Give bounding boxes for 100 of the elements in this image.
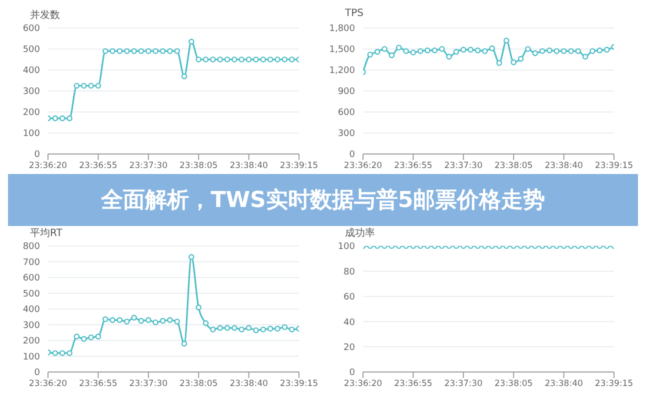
x-tick-label: 23:38:05 — [180, 161, 218, 172]
point — [432, 48, 438, 54]
y-tick-label: 300 — [22, 87, 40, 98]
point — [124, 48, 130, 54]
point — [453, 48, 460, 55]
point — [560, 48, 567, 54]
point — [196, 304, 202, 310]
point — [174, 318, 180, 324]
point — [504, 38, 510, 44]
y-tick-label: 900 — [338, 87, 356, 98]
point — [138, 48, 144, 54]
x-tick-label: 23:39:15 — [594, 379, 634, 390]
point — [554, 48, 560, 54]
point — [102, 48, 108, 54]
x-tick-label: 23:38:40 — [230, 161, 268, 172]
point — [224, 56, 230, 62]
y-tick-label: 40 — [344, 318, 356, 328]
x-tick-label: 23:37:30 — [129, 379, 168, 390]
point — [196, 56, 202, 62]
point — [468, 46, 474, 53]
point — [260, 56, 266, 62]
y-tick-label: 20 — [344, 342, 356, 353]
x-tick-label: 23:38:05 — [494, 379, 533, 390]
x-tick-label: 23:37:30 — [444, 161, 482, 172]
point — [210, 56, 216, 62]
point — [80, 82, 87, 89]
y-tick-label: 300 — [338, 129, 356, 140]
x-tick-label: 23:36:20 — [344, 379, 382, 390]
point — [66, 350, 72, 356]
point — [232, 56, 238, 62]
point — [590, 48, 596, 54]
point — [232, 325, 238, 331]
point — [181, 73, 188, 80]
point — [167, 317, 173, 323]
point — [238, 326, 245, 332]
y-axis-title: TPS — [344, 8, 364, 21]
y-tick-label: 200 — [22, 336, 40, 347]
point — [382, 46, 388, 52]
y-tick-label: 400 — [22, 66, 40, 76]
point — [282, 324, 288, 330]
y-tick-label: 100 — [338, 242, 356, 252]
x-tick-label: 23:39:15 — [280, 379, 318, 390]
point — [604, 46, 610, 53]
point — [110, 48, 116, 54]
y-tick-label: 1,200 — [329, 66, 356, 76]
x-tick-label: 23:36:55 — [79, 161, 118, 172]
point — [188, 38, 194, 45]
point — [532, 50, 538, 56]
point — [260, 326, 266, 332]
point — [274, 326, 280, 332]
point — [489, 45, 495, 52]
y-tick-label: 700 — [22, 258, 40, 268]
point — [424, 48, 430, 54]
point — [95, 334, 102, 340]
y-tick-label: 1,800 — [329, 24, 356, 34]
point — [253, 56, 259, 62]
point — [146, 317, 152, 323]
point — [59, 350, 66, 356]
point — [446, 54, 452, 60]
x-tick-label: 23:39:15 — [594, 161, 634, 172]
point — [417, 48, 424, 54]
y-tick-label: 100 — [22, 352, 40, 362]
point — [74, 334, 80, 340]
y-tick-label: 500 — [22, 45, 40, 56]
y-tick-label: 80 — [344, 267, 356, 278]
point — [288, 326, 295, 332]
point — [253, 327, 259, 334]
text: 全面解析，TWS实时数据与普5邮票价格走势 — [8, 174, 638, 226]
point — [267, 56, 274, 62]
x-tick-label: 23:37:30 — [444, 379, 482, 390]
y-tick-label: 0 — [34, 150, 40, 160]
y-tick-label: 600 — [338, 108, 356, 118]
point — [52, 115, 58, 122]
y-tick-label: 0 — [349, 150, 356, 160]
point — [188, 254, 194, 260]
point — [59, 115, 66, 122]
point — [202, 56, 209, 62]
point — [131, 48, 137, 54]
point — [238, 56, 245, 62]
point — [202, 320, 209, 326]
point — [131, 314, 137, 321]
point — [116, 317, 123, 323]
x-tick-label: 23:36:55 — [394, 161, 432, 172]
y-axis-title: 并发数 — [29, 8, 61, 22]
y-tick-label: 600 — [22, 274, 40, 284]
point — [582, 54, 588, 60]
point — [160, 318, 166, 324]
y-tick-label: 500 — [22, 289, 40, 300]
point — [224, 325, 230, 331]
point — [482, 48, 488, 54]
x-tick-label: 23:39:15 — [280, 161, 318, 172]
y-tick-label: 0 — [349, 368, 356, 378]
y-axis-title: 平均RT — [29, 227, 64, 240]
point — [181, 340, 188, 347]
y-tick-label: 800 — [22, 242, 40, 252]
y-tick-label: 300 — [22, 320, 40, 331]
point — [410, 50, 416, 56]
point — [460, 46, 466, 53]
point — [217, 325, 224, 331]
point — [138, 318, 144, 324]
